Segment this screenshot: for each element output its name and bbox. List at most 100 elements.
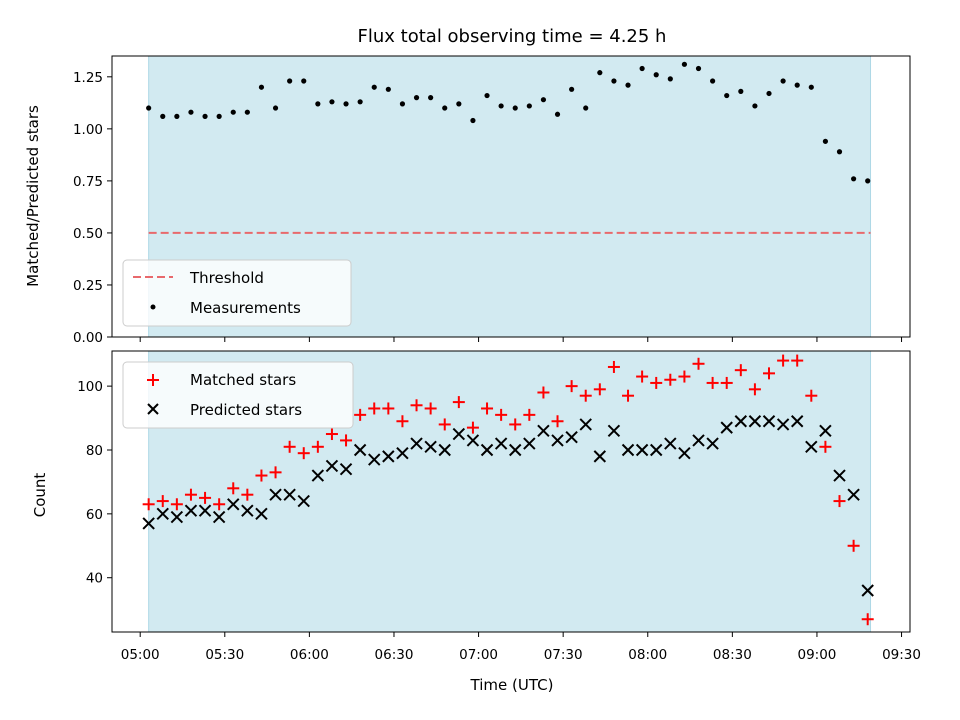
predicted-stars-point — [621, 443, 635, 457]
predicted-stars-point — [494, 437, 508, 450]
measurements-point — [371, 84, 377, 90]
bottom-legend: Matched stars Predicted stars — [122, 361, 354, 429]
measurements-point — [329, 99, 335, 105]
matched-stars-point — [325, 428, 338, 441]
legend-threshold-label: Threshold — [189, 269, 264, 287]
measurements-point — [681, 61, 688, 67]
matched-stars-point — [184, 488, 197, 501]
predicted-stars-point — [325, 459, 339, 473]
measurements-point — [160, 113, 166, 119]
predicted-stars-point — [650, 443, 663, 457]
measurements-point — [695, 65, 702, 72]
measurements-point — [851, 176, 857, 182]
bottom-y-tick-label: 80 — [86, 443, 103, 459]
predicted-stars-point — [198, 504, 212, 517]
predicted-stars-point — [805, 440, 818, 454]
bottom-x-tick-label: 09:00 — [797, 647, 836, 663]
top-y-tick-label: 1.00 — [73, 122, 103, 138]
legend-predicted-label: Predicted stars — [190, 401, 302, 419]
matched-stars-point — [495, 408, 508, 421]
predicted-stars-point — [424, 440, 437, 454]
measurements-point — [710, 78, 716, 84]
matched-stars-point — [664, 373, 677, 386]
bottom-x-tick-label: 06:30 — [375, 647, 414, 663]
predicted-stars-point — [734, 415, 748, 428]
measurements-point — [625, 82, 631, 88]
measurements-point — [413, 95, 420, 101]
predicted-stars-point — [368, 453, 381, 466]
bottom-x-tick-label: 05:30 — [205, 647, 244, 663]
matched-stars-point — [297, 447, 310, 460]
matched-stars-point — [410, 399, 423, 412]
top-axes-frame — [111, 55, 911, 338]
bottom-y-tick-label: 60 — [86, 507, 103, 523]
predicted-stars-point — [551, 434, 564, 447]
matched-stars-point — [706, 376, 719, 389]
predicted-stars-point — [678, 446, 691, 460]
bottom-x-tick-label: 08:00 — [628, 647, 667, 663]
matched-stars-point — [523, 408, 536, 421]
predicted-stars-point — [635, 443, 649, 457]
predicted-stars-point — [776, 418, 790, 431]
predicted-stars-point — [762, 415, 776, 428]
bottom-y-axis-label: Count — [31, 473, 49, 518]
measurements-point — [780, 78, 786, 84]
matched-stars-point — [763, 367, 776, 380]
predicted-stars-point — [410, 437, 423, 450]
predicted-stars-point — [706, 437, 719, 450]
top-y-tick-label: 0.25 — [73, 278, 103, 294]
matched-stars-point — [255, 469, 268, 482]
predicted-stars-point — [607, 424, 621, 438]
predicted-stars-point — [720, 421, 733, 434]
measurements-point — [724, 92, 730, 99]
matched-stars-point — [509, 418, 522, 431]
matched-stars-point — [269, 466, 282, 479]
bottom-x-tick-label: 05:00 — [121, 647, 160, 663]
matched-stars-point — [452, 396, 465, 409]
predicted-stars-point — [269, 488, 282, 501]
predicted-stars-point — [509, 443, 522, 457]
top-chart-title: Flux total observing time = 4.25 h — [358, 26, 667, 47]
predicted-stars-point — [212, 510, 226, 524]
measurements-point — [738, 88, 744, 94]
matched-stars-point — [142, 498, 155, 511]
predicted-stars-point — [353, 443, 367, 457]
legend-measurements-label: Measurements — [190, 299, 301, 317]
measurements-point — [822, 138, 829, 144]
matched-stars-point — [283, 440, 296, 453]
matched-stars-point — [382, 402, 395, 415]
matched-stars-point — [791, 354, 804, 367]
measurements-point — [442, 105, 448, 111]
x-axis-label: Time (UTC) — [470, 676, 554, 694]
matched-stars-point — [720, 376, 733, 389]
predicted-stars-point — [396, 446, 409, 460]
measurements-point — [343, 101, 349, 107]
predicted-stars-point — [438, 443, 451, 457]
measurements-point — [597, 70, 603, 76]
measurements-point — [808, 84, 814, 90]
matched-stars-point — [636, 370, 649, 383]
predicted-stars-point — [156, 507, 169, 521]
predicted-stars-point — [339, 462, 353, 476]
predicted-stars-point — [184, 504, 198, 517]
matched-stars-point — [579, 389, 592, 402]
measurements-point — [752, 103, 758, 109]
matched-stars-point — [861, 613, 874, 626]
top-y-tick-label: 0.00 — [73, 330, 103, 346]
measurements-point — [836, 149, 843, 155]
matched-stars-point — [466, 421, 479, 434]
measurements-point — [526, 103, 532, 109]
matched-stars-point — [213, 498, 226, 511]
measurements-point — [258, 84, 265, 90]
top-legend-box — [122, 259, 352, 327]
measurements-point — [188, 109, 194, 115]
predicted-stars-point — [311, 469, 325, 482]
top-legend: Threshold Measurements — [122, 259, 352, 327]
predicted-stars-point — [480, 443, 494, 457]
predicted-stars-point — [297, 494, 310, 508]
measurements-point — [569, 86, 575, 92]
predicted-stars-point — [452, 427, 466, 441]
matched-stars-point — [311, 440, 324, 453]
measurements-point — [287, 78, 293, 84]
matched-stars-point — [777, 354, 790, 367]
